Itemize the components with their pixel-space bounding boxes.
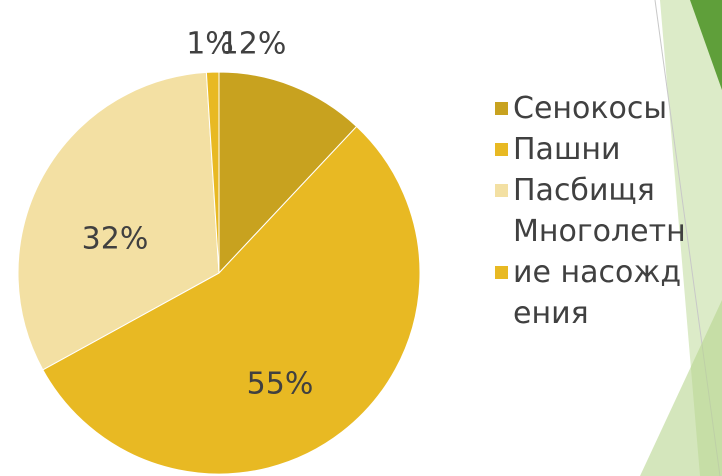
pie-slice — [17, 71, 220, 371]
data-label: 55% — [247, 367, 314, 402]
legend-label: Многолетние насождения — [513, 214, 686, 331]
legend-swatch — [494, 142, 509, 157]
legend-item: Пашни — [494, 129, 694, 170]
legend-item: Многолетние насождения — [494, 211, 694, 334]
legend: Сенокосы Пашни Пасбищя Многолетние насожден… — [494, 88, 694, 334]
data-label: 12% — [220, 27, 287, 62]
decor-triangle — [690, 0, 722, 90]
legend-swatch — [494, 183, 509, 198]
legend-item: Пасбищя — [494, 170, 694, 211]
data-label: 32% — [82, 222, 149, 257]
legend-label: Пасбищя — [513, 173, 655, 208]
pie-slice — [205, 71, 220, 274]
pie-slice — [42, 125, 421, 475]
data-label: 1% — [186, 27, 234, 62]
legend-swatch — [494, 101, 509, 116]
pie-slice — [218, 71, 358, 275]
legend-label: Сенокосы — [513, 91, 668, 126]
decor-triangle — [640, 300, 722, 476]
legend-label: Пашни — [513, 132, 621, 167]
legend-swatch — [494, 265, 509, 280]
legend-item: Сенокосы — [494, 88, 694, 129]
